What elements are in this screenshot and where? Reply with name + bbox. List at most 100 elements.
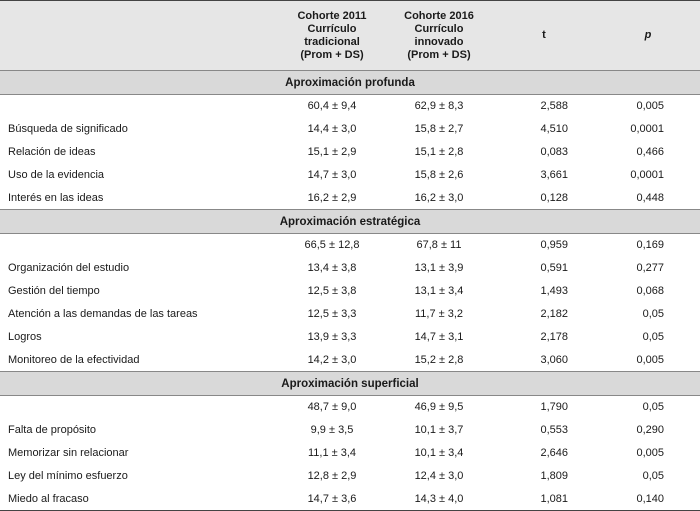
- table-row: Búsqueda de significado 14,4 ± 3,0 15,8 ± …: [0, 118, 700, 141]
- table-row: Atención a las demandas de las tareas 12,…: [0, 303, 700, 326]
- p-value: 0,448: [636, 191, 664, 204]
- row-label: Uso de la evidencia: [8, 169, 105, 181]
- p-value: 0,005: [636, 100, 664, 113]
- cohort-2011-value: 14,2 ± 3,0: [307, 353, 357, 366]
- section-title: Aproximación estratégica: [279, 215, 421, 228]
- p-value: 0,05: [642, 401, 664, 414]
- p-value: 0,068: [636, 285, 664, 297]
- cohort-2016-value: 16,2 ± 3,0: [414, 191, 464, 204]
- section-header-row: Aproximación estratégica: [0, 209, 700, 234]
- header-cohort-2016: Cohorte 2016 Currículo innovado (Prom + …: [386, 0, 492, 71]
- cohort-2016-value: 15,2 ± 2,8: [414, 353, 464, 366]
- table-header-row: Cohorte 2011 Currículo tradicional (Prom…: [0, 0, 700, 71]
- table-body: Aproximación profunda 60,4 ± 9,4 62,9 ± 8,…: [0, 70, 700, 511]
- cohort-2011-value: 12,8 ± 2,9: [307, 470, 357, 482]
- header-t: t: [492, 0, 596, 71]
- t-value: 2,588: [540, 100, 568, 113]
- t-value: 1,081: [492, 487, 596, 511]
- row-label: [0, 396, 278, 419]
- t-value: 0,591: [540, 262, 568, 274]
- cohort-2016-value: 10,1 ± 3,7: [414, 424, 464, 436]
- row-label: Memorizar sin relacionar: [8, 447, 129, 459]
- p-value: 0,005: [636, 353, 664, 366]
- t-value: 3,661: [540, 169, 568, 181]
- cohort-2016-value: 62,9 ± 8,3: [414, 100, 464, 113]
- cohort-2016-value: 15,1 ± 2,8: [414, 146, 464, 158]
- table-row: Organización del estudio 13,4 ± 3,8 13,1 ±…: [0, 257, 700, 280]
- table-row: Memorizar sin relacionar 11,1 ± 3,4 10,1 ±…: [0, 442, 700, 465]
- t-value: 0,083: [540, 146, 568, 158]
- cohort-2011-value: 9,9 ± 3,5: [310, 424, 354, 436]
- table-row: Monitoreo de la efectividad 14,2 ± 3,0 15,…: [0, 349, 700, 372]
- cohort-2011-value: 12,5 ± 3,8: [307, 285, 357, 297]
- table-row: Gestión del tiempo 12,5 ± 3,8 13,1 ± 3,4 1,…: [0, 280, 700, 303]
- p-value: 0,005: [636, 447, 664, 459]
- table-row: 60,4 ± 9,4 62,9 ± 8,3 2,588 0,005: [0, 95, 700, 118]
- t-value: 0,553: [540, 424, 568, 436]
- t-value: 2,178: [540, 331, 568, 343]
- cohort-2011-value: 11,1 ± 3,4: [307, 447, 357, 459]
- cohort-2011-value: 13,9 ± 3,3: [307, 331, 357, 343]
- p-value: 0,290: [636, 424, 664, 436]
- cohort-2011-value: 16,2 ± 2,9: [307, 191, 357, 204]
- table-row: Miedo al fracaso 14,7 ± 3,6 14,3 ± 4,0 1,08…: [0, 487, 700, 511]
- row-label: Logros: [8, 331, 42, 343]
- p-value: 0,05: [642, 470, 664, 482]
- row-label: Monitoreo de la efectividad: [8, 353, 140, 366]
- t-value: 0,128: [540, 191, 568, 204]
- t-value: 4,510: [540, 123, 568, 135]
- row-label: Búsqueda de significado: [8, 123, 128, 135]
- table-row: 48,7 ± 9,0 46,9 ± 9,5 1,790 0,05: [0, 396, 700, 419]
- table-row: Relación de ideas 15,1 ± 2,9 15,1 ± 2,8 0,0…: [0, 141, 700, 164]
- cohort-2016-value: 15,8 ± 2,7: [414, 123, 464, 135]
- cohort-2011-value: 12,5 ± 3,3: [307, 308, 357, 320]
- p-value: 0,169: [636, 239, 664, 252]
- p-value: 0,05: [642, 331, 664, 343]
- cohort-2016-value: 15,8 ± 2,6: [414, 169, 464, 181]
- t-value: 1,493: [540, 285, 568, 297]
- cohort-2016-value: 14,7 ± 3,1: [414, 331, 464, 343]
- section-header-row: Aproximación profunda: [0, 70, 700, 95]
- table-row: Interés en las ideas 16,2 ± 2,9 16,2 ± 3,0…: [0, 187, 700, 210]
- section-title: Aproximación superficial: [281, 377, 419, 390]
- p-value: 0,0001: [630, 169, 664, 181]
- header-cohort-2011: Cohorte 2011 Currículo tradicional (Prom…: [278, 0, 386, 71]
- p-value: 0,05: [642, 308, 664, 320]
- cohort-2011-value: 14,7 ± 3,0: [307, 169, 357, 181]
- row-label: [0, 234, 278, 257]
- cohort-2016-value: 67,8 ± 11: [416, 239, 462, 252]
- cohort-2011-value: 14,4 ± 3,0: [307, 123, 357, 135]
- row-label: [0, 95, 278, 118]
- cohort-2016-value: 13,1 ± 3,9: [414, 262, 464, 274]
- cohort-2011-value: 15,1 ± 2,9: [307, 146, 357, 158]
- p-value: 0,0001: [630, 123, 664, 135]
- t-value: 0,959: [540, 239, 568, 252]
- cohort-2016-value: 10,1 ± 3,4: [414, 447, 464, 459]
- header-empty-cell: [0, 0, 278, 71]
- cohort-2011-value: 14,7 ± 3,6: [278, 487, 386, 511]
- cohort-2016-value: 14,3 ± 4,0: [386, 487, 492, 511]
- table-row: Ley del mínimo esfuerzo 12,8 ± 2,9 12,4 ± …: [0, 465, 700, 488]
- row-label: Atención a las demandas de las tareas: [8, 308, 198, 320]
- cohort-2016-value: 13,1 ± 3,4: [414, 285, 464, 297]
- table-row: Logros 13,9 ± 3,3 14,7 ± 3,1 2,178 0,05: [0, 326, 700, 349]
- cohort-2016-value: 11,7 ± 3,2: [414, 308, 464, 320]
- table-row: 66,5 ± 12,8 67,8 ± 11 0,959 0,169: [0, 234, 700, 257]
- t-value: 2,646: [540, 447, 568, 459]
- table-row: Uso de la evidencia 14,7 ± 3,0 15,8 ± 2,6 3…: [0, 164, 700, 187]
- cohort-2016-value: 46,9 ± 9,5: [414, 401, 464, 414]
- row-label: Falta de propósito: [8, 424, 97, 436]
- cohort-2011-value: 60,4 ± 9,4: [307, 100, 357, 113]
- row-label: Organización del estudio: [8, 262, 130, 274]
- cohort-2011-value: 66,5 ± 12,8: [304, 239, 360, 252]
- p-value: 0,140: [596, 487, 700, 511]
- row-label: Interés en las ideas: [8, 191, 104, 204]
- t-value: 2,182: [540, 308, 568, 320]
- cohort-2011-value: 48,7 ± 9,0: [307, 401, 357, 414]
- row-label: Miedo al fracaso: [0, 487, 278, 511]
- t-value: 1,790: [540, 401, 568, 414]
- row-label: Ley del mínimo esfuerzo: [8, 470, 128, 482]
- p-value: 0,466: [636, 146, 664, 158]
- section-title: Aproximación profunda: [285, 76, 415, 89]
